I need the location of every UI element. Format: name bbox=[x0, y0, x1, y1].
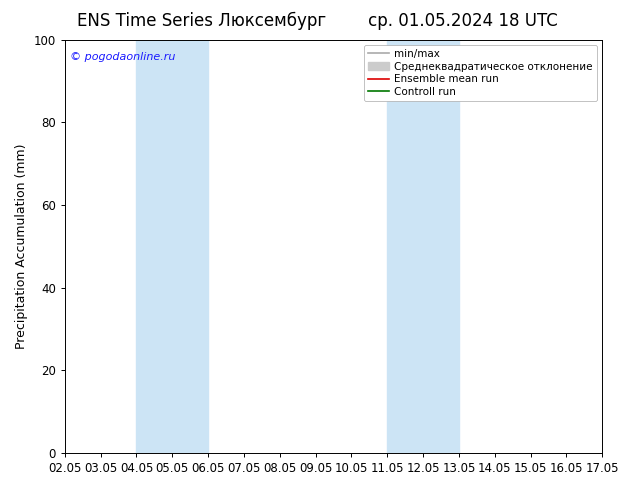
Text: © pogodaonline.ru: © pogodaonline.ru bbox=[70, 52, 176, 62]
Text: ENS Time Series Люксембург        ср. 01.05.2024 18 UTC: ENS Time Series Люксембург ср. 01.05.202… bbox=[77, 12, 557, 30]
Y-axis label: Precipitation Accumulation (mm): Precipitation Accumulation (mm) bbox=[15, 144, 28, 349]
Bar bbox=[387, 40, 459, 453]
Bar bbox=[136, 40, 208, 453]
Legend: min/max, Среднеквадратическое отклонение, Ensemble mean run, Controll run: min/max, Среднеквадратическое отклонение… bbox=[364, 45, 597, 101]
